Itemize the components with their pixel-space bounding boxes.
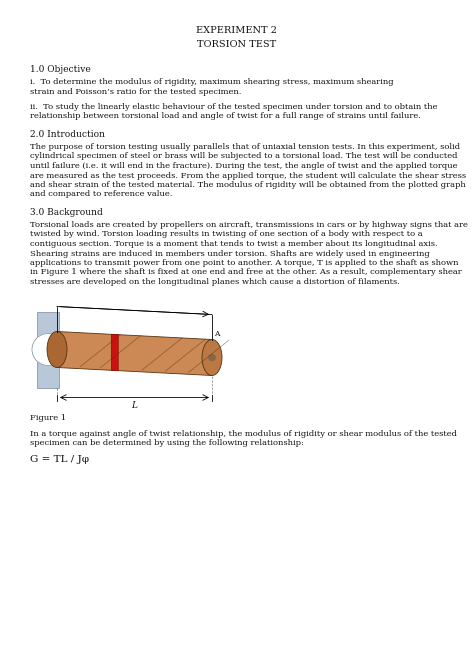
Text: i.  To determine the modulus of rigidity, maximum shearing stress, maximum shear: i. To determine the modulus of rigidity,… [30, 78, 393, 86]
Text: stresses are developed on the longitudinal planes which cause a distortion of fi: stresses are developed on the longitudin… [30, 278, 400, 286]
Text: G = TL / Jφ: G = TL / Jφ [30, 456, 89, 464]
Text: A: A [214, 330, 219, 338]
Text: 1.0 Objective: 1.0 Objective [30, 65, 91, 74]
Text: applications to transmit power from one point to another. A torque, T is applied: applications to transmit power from one … [30, 259, 458, 267]
Text: ii.  To study the linearly elastic behaviour of the tested specimen under torsio: ii. To study the linearly elastic behavi… [30, 103, 438, 111]
Text: contiguous section. Torque is a moment that tends to twist a member about its lo: contiguous section. Torque is a moment t… [30, 240, 438, 248]
Text: TORSION TEST: TORSION TEST [197, 40, 277, 49]
Text: cylindrical specimen of steel or brass will be subjected to a torsional load. Th: cylindrical specimen of steel or brass w… [30, 153, 457, 161]
Text: 2.0 Introduction: 2.0 Introduction [30, 130, 105, 139]
Text: are measured as the test proceeds. From the applied torque, the student will cal: are measured as the test proceeds. From … [30, 172, 466, 180]
Polygon shape [111, 334, 118, 371]
Text: and compared to reference value.: and compared to reference value. [30, 190, 173, 198]
Text: C: C [129, 339, 135, 347]
Text: EXPERIMENT 2: EXPERIMENT 2 [197, 26, 277, 35]
Polygon shape [57, 332, 212, 375]
Text: until failure (i.e. it will end in the fracture). During the test, the angle of : until failure (i.e. it will end in the f… [30, 162, 457, 170]
FancyBboxPatch shape [37, 312, 59, 387]
Text: strain and Poisson’s ratio for the tested specimen.: strain and Poisson’s ratio for the teste… [30, 88, 241, 96]
Text: in Figure 1 where the shaft is fixed at one end and free at the other. As a resu: in Figure 1 where the shaft is fixed at … [30, 269, 462, 277]
Ellipse shape [47, 332, 67, 368]
Circle shape [32, 334, 64, 366]
Text: relationship between torsional load and angle of twist for a full range of strai: relationship between torsional load and … [30, 113, 421, 121]
Text: B: B [97, 342, 103, 350]
Circle shape [209, 354, 216, 361]
Text: twisted by wind. Torsion loading results in twisting of one section of a body wi: twisted by wind. Torsion loading results… [30, 230, 423, 239]
Text: Shearing strains are induced in members under torsion. Shafts are widely used in: Shearing strains are induced in members … [30, 249, 430, 257]
Text: Torsional loads are created by propellers on aircraft, transmissions in cars or : Torsional loads are created by propeller… [30, 221, 468, 229]
Text: Figure 1: Figure 1 [30, 413, 66, 421]
Text: specimen can be determined by using the following relationship:: specimen can be determined by using the … [30, 439, 304, 447]
Text: L: L [131, 401, 137, 409]
Ellipse shape [202, 340, 222, 375]
Text: In a torque against angle of twist relationship, the modulus of rigidity or shea: In a torque against angle of twist relat… [30, 429, 457, 438]
Text: and shear strain of the tested material. The modulus of rigidity will be obtaine: and shear strain of the tested material.… [30, 181, 466, 189]
Text: 3.0 Background: 3.0 Background [30, 208, 103, 217]
Text: The purpose of torsion testing usually parallels that of uniaxial tension tests.: The purpose of torsion testing usually p… [30, 143, 460, 151]
